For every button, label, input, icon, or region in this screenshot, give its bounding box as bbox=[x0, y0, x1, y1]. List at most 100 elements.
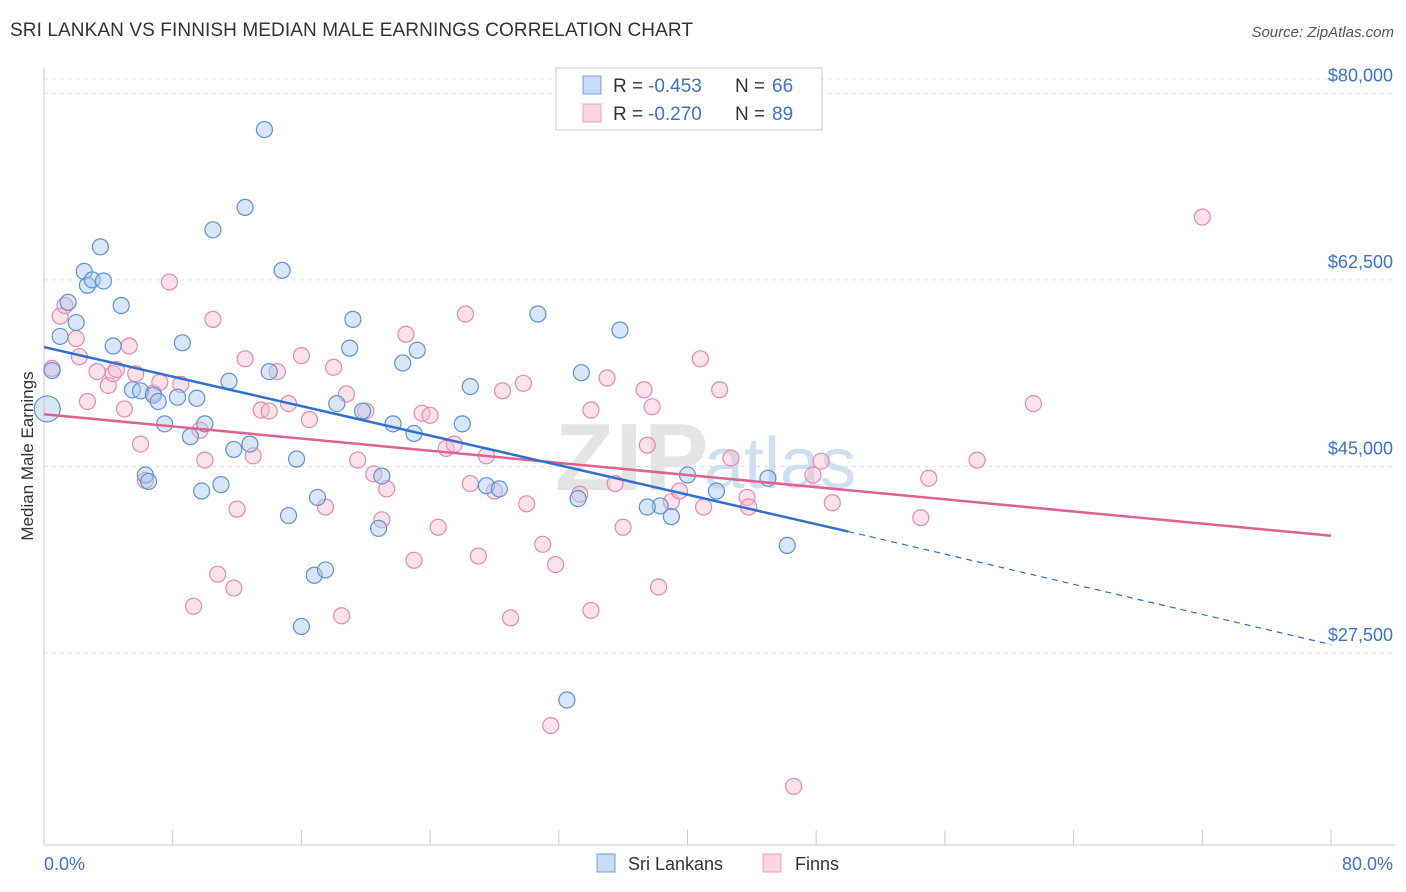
finns-point bbox=[209, 565, 227, 583]
finns-point bbox=[120, 337, 138, 355]
sri-lankans-point bbox=[173, 334, 191, 352]
sri-lankans-point bbox=[220, 372, 238, 390]
finns-point bbox=[333, 607, 351, 625]
sri-lankans-point bbox=[453, 415, 471, 433]
sri-lankans-point bbox=[139, 472, 158, 491]
bottom-legend-label-finns: Finns bbox=[795, 854, 839, 874]
source-credit: Source: ZipAtlas.com bbox=[1251, 24, 1394, 41]
finns-point bbox=[456, 305, 475, 323]
finns-point bbox=[349, 451, 367, 469]
sri-lankans-point bbox=[112, 296, 130, 315]
sri-lankans-point bbox=[59, 293, 77, 311]
bottom-legend-swatch-blue bbox=[596, 853, 616, 873]
sri-lankans-point bbox=[51, 327, 69, 346]
finns-point bbox=[378, 480, 396, 498]
legend-swatch-pink bbox=[582, 103, 602, 123]
legend-swatch-blue bbox=[582, 75, 602, 95]
sri-lankans-point bbox=[305, 566, 323, 584]
sri-lankans-point bbox=[255, 120, 273, 139]
sri-lankans-point bbox=[149, 392, 167, 411]
finns-point bbox=[225, 579, 243, 597]
finns-point bbox=[912, 509, 930, 527]
legend-n-label-1: N = bbox=[735, 76, 765, 97]
legend-r-label-2: R = bbox=[613, 104, 643, 125]
finns-point bbox=[67, 329, 85, 348]
finns-point bbox=[635, 381, 653, 399]
sri-lankans-point bbox=[477, 477, 496, 495]
bottom-legend: Sri Lankans Finns bbox=[596, 853, 839, 874]
sri-lankans-point bbox=[353, 402, 372, 420]
finns-point bbox=[920, 469, 938, 487]
sri-lankans-point bbox=[569, 489, 587, 508]
finns-point bbox=[131, 435, 150, 453]
sri-lankans-trend-line bbox=[43, 345, 849, 533]
sri-lankans-point bbox=[662, 508, 681, 526]
watermark: ZIP atlas bbox=[555, 404, 856, 511]
sri-lankans-point bbox=[344, 310, 362, 328]
finns-point bbox=[204, 310, 222, 328]
legend-n-value-2: 89 bbox=[772, 104, 793, 125]
sri-lankans-point bbox=[225, 440, 243, 459]
sri-lankans-point bbox=[212, 476, 230, 494]
sri-lankans-point bbox=[572, 364, 590, 382]
finns-point bbox=[196, 451, 214, 469]
finns-point bbox=[804, 466, 822, 484]
x-tick-label: 0.0% bbox=[44, 854, 85, 874]
sri-lankans-point bbox=[394, 354, 412, 372]
sri-lankans-point bbox=[94, 272, 113, 290]
sri-lankans-point bbox=[168, 388, 187, 406]
legend-r-value-1: -0.453 bbox=[648, 76, 702, 97]
sri-lankans-point bbox=[611, 321, 629, 339]
sri-lankans-point bbox=[328, 394, 346, 413]
finns-point bbox=[598, 369, 616, 387]
finns-point bbox=[711, 381, 729, 399]
finns-point bbox=[185, 597, 203, 615]
y-tick-label: $27,500 bbox=[1328, 625, 1393, 645]
finns-point bbox=[228, 500, 246, 518]
finns-point bbox=[638, 436, 656, 454]
sri-lankans-point bbox=[91, 238, 109, 256]
sri-lankans-point bbox=[181, 428, 199, 446]
sri-lankans-point bbox=[156, 415, 174, 433]
finns-point bbox=[397, 325, 415, 343]
finns-point bbox=[445, 435, 463, 453]
sri-lankans-point bbox=[33, 395, 61, 423]
x-tick-labels: 0.0% 80.0% bbox=[44, 854, 1393, 874]
y-axis-title: Median Male Earnings bbox=[18, 371, 37, 540]
finns-point bbox=[722, 449, 740, 467]
finns-point bbox=[1193, 208, 1211, 226]
sri-lankans-point bbox=[707, 482, 726, 500]
legend-r-value-2: -0.270 bbox=[648, 104, 702, 125]
finns-point bbox=[115, 400, 134, 418]
sri-lankans-point bbox=[287, 450, 306, 468]
finns-point bbox=[51, 307, 69, 325]
finns-point bbox=[429, 518, 447, 536]
finns-point bbox=[493, 382, 512, 400]
finns-point bbox=[546, 555, 565, 574]
finns-point bbox=[823, 494, 841, 512]
sri-lankans-point bbox=[260, 363, 278, 381]
axes bbox=[43, 68, 1395, 846]
sri-lankans-points bbox=[33, 120, 796, 709]
finns-point bbox=[160, 273, 179, 291]
sri-lankans-point bbox=[638, 498, 656, 516]
sri-lankans-point bbox=[370, 519, 388, 537]
finns-trend-line bbox=[43, 413, 1332, 538]
bottom-legend-swatch-pink bbox=[762, 853, 782, 873]
finns-point bbox=[694, 498, 713, 516]
finns-point bbox=[649, 578, 668, 596]
sri-lankans-point bbox=[490, 480, 508, 498]
sri-lankans-point bbox=[292, 617, 310, 636]
finns-point bbox=[582, 601, 600, 620]
chart-title: SRI LANKAN VS FINNISH MEDIAN MALE EARNIN… bbox=[10, 20, 694, 41]
legend-r-label-1: R = bbox=[613, 76, 643, 97]
sri-lankans-point bbox=[204, 221, 222, 239]
finns-point bbox=[582, 401, 600, 419]
sri-lankans-point bbox=[316, 561, 335, 579]
finns-point bbox=[518, 495, 536, 513]
finns-point bbox=[614, 518, 632, 536]
finns-point bbox=[292, 347, 310, 365]
legend-n-label-2: N = bbox=[735, 104, 765, 125]
sri-lankans-point bbox=[308, 488, 327, 507]
finns-point bbox=[469, 547, 487, 565]
